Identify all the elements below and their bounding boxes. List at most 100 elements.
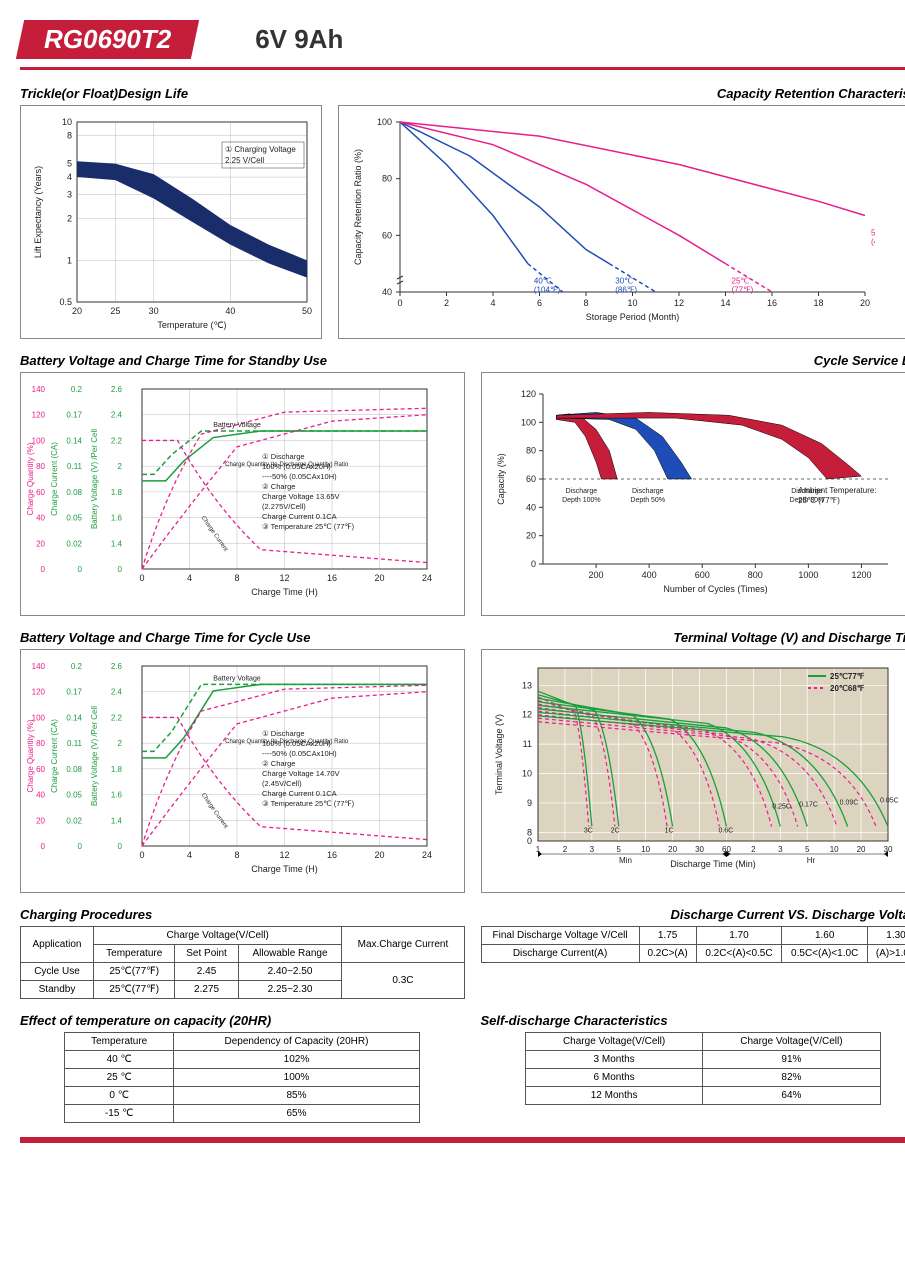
svg-text:2: 2: [67, 214, 72, 224]
svg-text:10: 10: [641, 845, 650, 854]
svg-text:5: 5: [805, 845, 810, 854]
svg-text:40: 40: [36, 514, 45, 523]
svg-text:Charge Current 0.1CA: Charge Current 0.1CA: [262, 512, 337, 521]
svg-text:100% (0.05CAx20H): 100% (0.05CAx20H): [262, 739, 331, 748]
svg-text:60: 60: [525, 474, 535, 484]
svg-text:Charge Voltage 14.70V: Charge Voltage 14.70V: [262, 769, 340, 778]
svg-text:20: 20: [72, 306, 82, 316]
table1: ApplicationCharge Voltage(V/Cell)Max.Cha…: [20, 926, 465, 999]
svg-text:30: 30: [695, 845, 704, 854]
svg-text:40℃: 40℃: [534, 277, 552, 286]
svg-text:10: 10: [62, 117, 72, 127]
svg-text:8: 8: [234, 850, 239, 860]
svg-text:0: 0: [41, 842, 46, 851]
svg-text:0.17C: 0.17C: [799, 802, 818, 809]
svg-text:0: 0: [397, 298, 402, 308]
svg-text:Charge Current 0.1CA: Charge Current 0.1CA: [262, 789, 337, 798]
svg-text:20: 20: [856, 845, 865, 854]
chart1: 20253040500.512345810Temperature (℃)Lift…: [20, 105, 322, 339]
svg-text:0.05: 0.05: [66, 514, 82, 523]
svg-text:14: 14: [720, 298, 730, 308]
svg-text:60: 60: [382, 230, 392, 240]
svg-text:Discharge: Discharge: [565, 488, 597, 495]
svg-text:1200: 1200: [851, 570, 871, 580]
svg-text:0.17: 0.17: [66, 411, 82, 420]
svg-text:4: 4: [187, 573, 192, 583]
model-text: RG0690T2: [44, 24, 171, 55]
svg-text:800: 800: [747, 570, 762, 580]
svg-text:9: 9: [526, 798, 531, 808]
svg-text:8: 8: [526, 827, 531, 837]
svg-text:80: 80: [382, 174, 392, 184]
svg-text:0.14: 0.14: [66, 436, 82, 445]
svg-text:10: 10: [627, 298, 637, 308]
svg-text:1C: 1C: [664, 828, 673, 835]
svg-text:2.6: 2.6: [111, 662, 123, 671]
svg-text:25: 25: [110, 306, 120, 316]
svg-text:Battery Voltage: Battery Voltage: [213, 675, 261, 682]
svg-text:80: 80: [525, 446, 535, 456]
svg-text:Capacity Retention Ratio (%): Capacity Retention Ratio (%): [353, 149, 363, 265]
svg-text:Charge Current (CA): Charge Current (CA): [50, 719, 59, 793]
svg-text:12: 12: [279, 573, 289, 583]
svg-text:Lift Expectancy (Years): Lift Expectancy (Years): [33, 166, 43, 258]
svg-text:20: 20: [860, 298, 870, 308]
svg-text:Depth 100%: Depth 100%: [562, 497, 601, 504]
svg-text:Charge Current: Charge Current: [200, 792, 229, 830]
chart1-title: Trickle(or Float)Design Life: [20, 86, 322, 101]
svg-text:0: 0: [118, 842, 123, 851]
svg-text:140: 140: [32, 385, 46, 394]
table4: Charge Voltage(V/Cell)Charge Voltage(V/C…: [525, 1032, 881, 1105]
header-divider: [20, 67, 905, 70]
svg-text:Hr: Hr: [806, 856, 815, 865]
svg-text:8: 8: [67, 130, 72, 140]
chart2-title: Capacity Retention Characteristic: [338, 86, 905, 101]
svg-text:30: 30: [149, 306, 159, 316]
svg-text:30: 30: [883, 845, 892, 854]
table4-title: Self-discharge Characteristics: [481, 1013, 905, 1028]
svg-text:0.2: 0.2: [71, 385, 83, 394]
svg-text:③ Temperature 25℃ (77℉): ③ Temperature 25℃ (77℉): [262, 522, 355, 531]
svg-text:25℃77℉: 25℃77℉: [830, 672, 865, 681]
svg-text:20: 20: [525, 531, 535, 541]
svg-text:1.4: 1.4: [111, 539, 123, 548]
svg-text:20: 20: [668, 845, 677, 854]
svg-text:25℃ (77℉): 25℃ (77℉): [798, 496, 840, 505]
svg-text:40: 40: [382, 287, 392, 297]
svg-text:2.25 V/Cell: 2.25 V/Cell: [225, 156, 264, 165]
model-badge: RG0690T2: [16, 20, 199, 59]
table3-title: Effect of temperature on capacity (20HR): [20, 1013, 465, 1028]
svg-text:----50% (0.05CAx10H): ----50% (0.05CAx10H): [262, 472, 337, 481]
svg-text:20: 20: [36, 539, 45, 548]
svg-text:25℃: 25℃: [732, 277, 750, 286]
svg-text:Charge Time (H): Charge Time (H): [251, 587, 318, 597]
svg-text:10: 10: [521, 769, 531, 779]
svg-text:24: 24: [422, 573, 432, 583]
svg-text:120: 120: [520, 389, 535, 399]
svg-text:24: 24: [422, 850, 432, 860]
svg-text:12: 12: [279, 850, 289, 860]
svg-text:1000: 1000: [798, 570, 818, 580]
svg-text:2.6: 2.6: [111, 385, 123, 394]
spec-text: 6V 9Ah: [255, 24, 343, 55]
svg-text:1.8: 1.8: [111, 765, 123, 774]
svg-text:200: 200: [588, 570, 603, 580]
svg-text:2.2: 2.2: [111, 436, 123, 445]
svg-text:60: 60: [36, 765, 45, 774]
svg-text:0.25C: 0.25C: [772, 804, 791, 811]
svg-text:3C: 3C: [583, 828, 592, 835]
svg-text:5: 5: [616, 845, 621, 854]
svg-text:4: 4: [67, 172, 72, 182]
svg-text:0: 0: [41, 565, 46, 574]
svg-text:① Charging Voltage: ① Charging Voltage: [225, 145, 296, 154]
svg-text:0: 0: [78, 565, 83, 574]
svg-text:400: 400: [641, 570, 656, 580]
svg-text:2.4: 2.4: [111, 688, 123, 697]
svg-text:40: 40: [36, 791, 45, 800]
svg-text:3: 3: [778, 845, 783, 854]
svg-text:① Discharge: ① Discharge: [262, 452, 305, 461]
svg-text:50: 50: [302, 306, 312, 316]
svg-text:20: 20: [36, 816, 45, 825]
svg-text:Storage Period (Month): Storage Period (Month): [586, 312, 680, 322]
svg-text:12: 12: [674, 298, 684, 308]
